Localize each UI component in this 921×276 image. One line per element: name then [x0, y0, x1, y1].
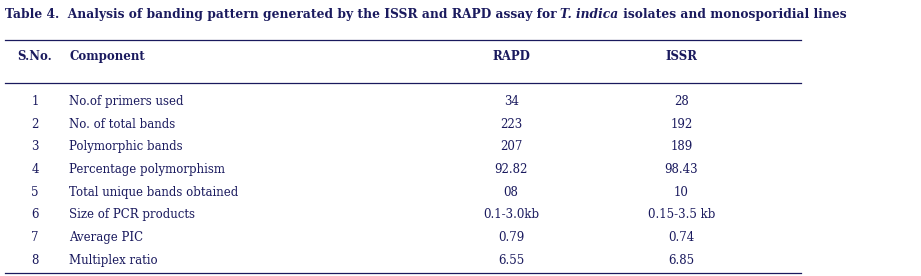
Text: Component: Component: [69, 50, 145, 63]
Text: 192: 192: [670, 118, 693, 131]
Text: 0.74: 0.74: [669, 231, 694, 244]
Text: T. indica: T. indica: [561, 8, 619, 21]
Text: 08: 08: [504, 186, 519, 199]
Text: No.of primers used: No.of primers used: [69, 95, 183, 108]
Text: 92.82: 92.82: [495, 163, 528, 176]
Text: 6: 6: [31, 208, 39, 221]
Text: Average PIC: Average PIC: [69, 231, 143, 244]
Text: 8: 8: [31, 254, 39, 267]
Text: 98.43: 98.43: [665, 163, 698, 176]
Text: isolates and monosporidial lines: isolates and monosporidial lines: [619, 8, 846, 21]
Text: Percentage polymorphism: Percentage polymorphism: [69, 163, 225, 176]
Text: 2: 2: [31, 118, 39, 131]
Text: 4: 4: [31, 163, 39, 176]
Text: 0.79: 0.79: [498, 231, 524, 244]
Text: Table 4.  Analysis of banding pattern generated by the ISSR and RAPD assay for: Table 4. Analysis of banding pattern gen…: [5, 8, 561, 21]
Text: Size of PCR products: Size of PCR products: [69, 208, 195, 221]
Text: Total unique bands obtained: Total unique bands obtained: [69, 186, 239, 199]
Text: 6.85: 6.85: [669, 254, 694, 267]
Text: 207: 207: [500, 140, 522, 153]
Text: 6.55: 6.55: [498, 254, 524, 267]
Text: 223: 223: [500, 118, 522, 131]
Text: Polymorphic bands: Polymorphic bands: [69, 140, 182, 153]
Text: 189: 189: [670, 140, 693, 153]
Text: No. of total bands: No. of total bands: [69, 118, 175, 131]
Text: 28: 28: [674, 95, 689, 108]
Text: RAPD: RAPD: [492, 50, 530, 63]
Text: 0.15-3.5 kb: 0.15-3.5 kb: [647, 208, 716, 221]
Text: 1: 1: [31, 95, 39, 108]
Text: 10: 10: [674, 186, 689, 199]
Text: 3: 3: [31, 140, 39, 153]
Text: 5: 5: [31, 186, 39, 199]
Text: 34: 34: [504, 95, 519, 108]
Text: ISSR: ISSR: [666, 50, 697, 63]
Text: Multiplex ratio: Multiplex ratio: [69, 254, 157, 267]
Text: 7: 7: [31, 231, 39, 244]
Text: 0.1-3.0kb: 0.1-3.0kb: [484, 208, 539, 221]
Text: S.No.: S.No.: [17, 50, 52, 63]
